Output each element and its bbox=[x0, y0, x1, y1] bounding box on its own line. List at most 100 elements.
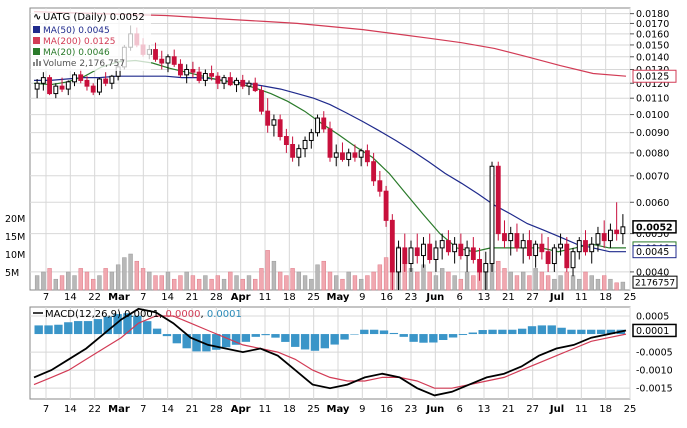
volume-bar bbox=[159, 275, 164, 291]
histogram-bar bbox=[587, 329, 596, 335]
x-tick-label: Jun bbox=[425, 292, 444, 303]
candle-body bbox=[103, 78, 109, 84]
volume-bar bbox=[246, 275, 252, 291]
histogram-bar bbox=[310, 334, 320, 351]
volume-bar bbox=[552, 278, 557, 291]
volume-bar bbox=[184, 271, 189, 291]
price-tick-label: 0.0180 bbox=[636, 9, 669, 20]
histogram-bar bbox=[251, 334, 260, 337]
x-tick-label-macd: 25 bbox=[307, 404, 320, 415]
volume-bar bbox=[209, 278, 214, 291]
candle-body bbox=[283, 136, 289, 146]
macd-title: MACD(12,26,9) bbox=[45, 309, 121, 320]
volume-marker-box bbox=[632, 275, 678, 289]
candle-body bbox=[40, 77, 46, 84]
volume-bar bbox=[140, 268, 146, 291]
macd-sep-3: , bbox=[201, 309, 207, 320]
histogram-bar bbox=[212, 334, 221, 350]
volume-bar bbox=[371, 271, 376, 291]
histogram-bar bbox=[93, 319, 103, 335]
candle-body bbox=[234, 79, 239, 86]
histogram-bar bbox=[271, 334, 280, 338]
volume-bar bbox=[203, 275, 208, 291]
volume-bar bbox=[327, 271, 333, 291]
candle-body bbox=[364, 150, 370, 163]
price-marker-label: 0.0045 bbox=[636, 247, 669, 258]
volume-marker-label: 2176757 bbox=[635, 279, 675, 289]
x-tick-label-macd: 16 bbox=[380, 404, 393, 415]
candle-body bbox=[583, 240, 588, 253]
histogram-bar bbox=[54, 324, 63, 335]
x-tick-label: 28 bbox=[210, 292, 223, 303]
x-tick-label: 14 bbox=[161, 292, 174, 303]
grid-lines bbox=[30, 8, 631, 399]
price-tick-label: 0.0090 bbox=[636, 128, 669, 139]
macd-value: 0.0001 bbox=[124, 309, 159, 320]
volume-bar bbox=[533, 268, 538, 291]
volume-bar bbox=[215, 275, 221, 291]
candle-body bbox=[171, 56, 177, 65]
histogram-bar bbox=[123, 313, 132, 335]
histogram-bar bbox=[488, 329, 497, 335]
x-tick-label-macd: 11 bbox=[259, 404, 272, 415]
signal-value: 0.0000 bbox=[166, 309, 201, 320]
macd-tick-label: -0.0005 bbox=[636, 348, 673, 359]
volume-bar bbox=[496, 260, 501, 291]
volume-bar bbox=[109, 271, 115, 291]
volume-bar bbox=[439, 268, 445, 291]
x-tick-label-macd: Jun bbox=[425, 404, 444, 415]
histogram-bar bbox=[221, 334, 231, 348]
legend-volume-icon bbox=[33, 59, 41, 66]
histogram-bar bbox=[419, 334, 428, 343]
histogram-bar bbox=[231, 334, 241, 345]
candle-body bbox=[489, 165, 495, 265]
histogram-bar bbox=[557, 327, 566, 335]
volume-bar bbox=[458, 278, 464, 291]
candle-body bbox=[427, 243, 433, 260]
histogram-bar bbox=[34, 325, 43, 335]
volume-bar bbox=[78, 268, 83, 291]
volume-bar bbox=[620, 281, 626, 291]
volume-bar bbox=[527, 275, 532, 291]
candle-body bbox=[302, 139, 308, 150]
histogram-bar bbox=[429, 334, 438, 343]
volume-tick-label: 15M bbox=[5, 232, 25, 243]
volume-bar bbox=[234, 275, 239, 291]
legend-volume: Volume 2,176,757 bbox=[43, 59, 125, 69]
x-tick-label-macd: 11 bbox=[575, 404, 588, 415]
candle-body bbox=[477, 258, 482, 273]
candle-body bbox=[109, 75, 115, 84]
x-tick-label: 25 bbox=[624, 292, 637, 303]
x-tick-label: 11 bbox=[575, 292, 588, 303]
volume-bar bbox=[115, 264, 121, 291]
volume-bar bbox=[165, 271, 171, 291]
volume-bar bbox=[539, 271, 545, 291]
histogram-bar bbox=[172, 334, 181, 344]
x-tick-label-macd: 18 bbox=[599, 404, 612, 415]
volume-bar bbox=[502, 268, 507, 291]
x-tick-label: Jul bbox=[549, 292, 564, 303]
price-marker-box bbox=[632, 69, 677, 83]
volume-bar bbox=[352, 275, 358, 291]
volume-bar bbox=[128, 253, 133, 291]
volume-bar bbox=[41, 271, 46, 291]
histogram-bar bbox=[73, 321, 83, 335]
histogram-bar bbox=[537, 325, 547, 335]
x-tick-label: 23 bbox=[405, 292, 418, 303]
candle-body bbox=[396, 247, 401, 273]
x-tick-label-macd: 13 bbox=[478, 404, 491, 415]
candle-body bbox=[47, 77, 53, 95]
histogram-bar bbox=[113, 314, 122, 335]
x-tick-label-macd: 14 bbox=[161, 404, 174, 415]
candle-body bbox=[389, 219, 395, 273]
price-tick-label: 0.0040 bbox=[636, 267, 669, 278]
candle-body bbox=[190, 69, 196, 73]
macd-tick-label: 0.0005 bbox=[636, 312, 669, 323]
price-tick-label: 0.0050 bbox=[636, 229, 669, 240]
histogram-bar bbox=[439, 334, 448, 341]
volume-bar bbox=[103, 268, 108, 291]
candle-body bbox=[246, 82, 252, 87]
candle-body bbox=[333, 152, 339, 158]
candle-body bbox=[558, 243, 564, 249]
candle-body bbox=[383, 190, 389, 221]
